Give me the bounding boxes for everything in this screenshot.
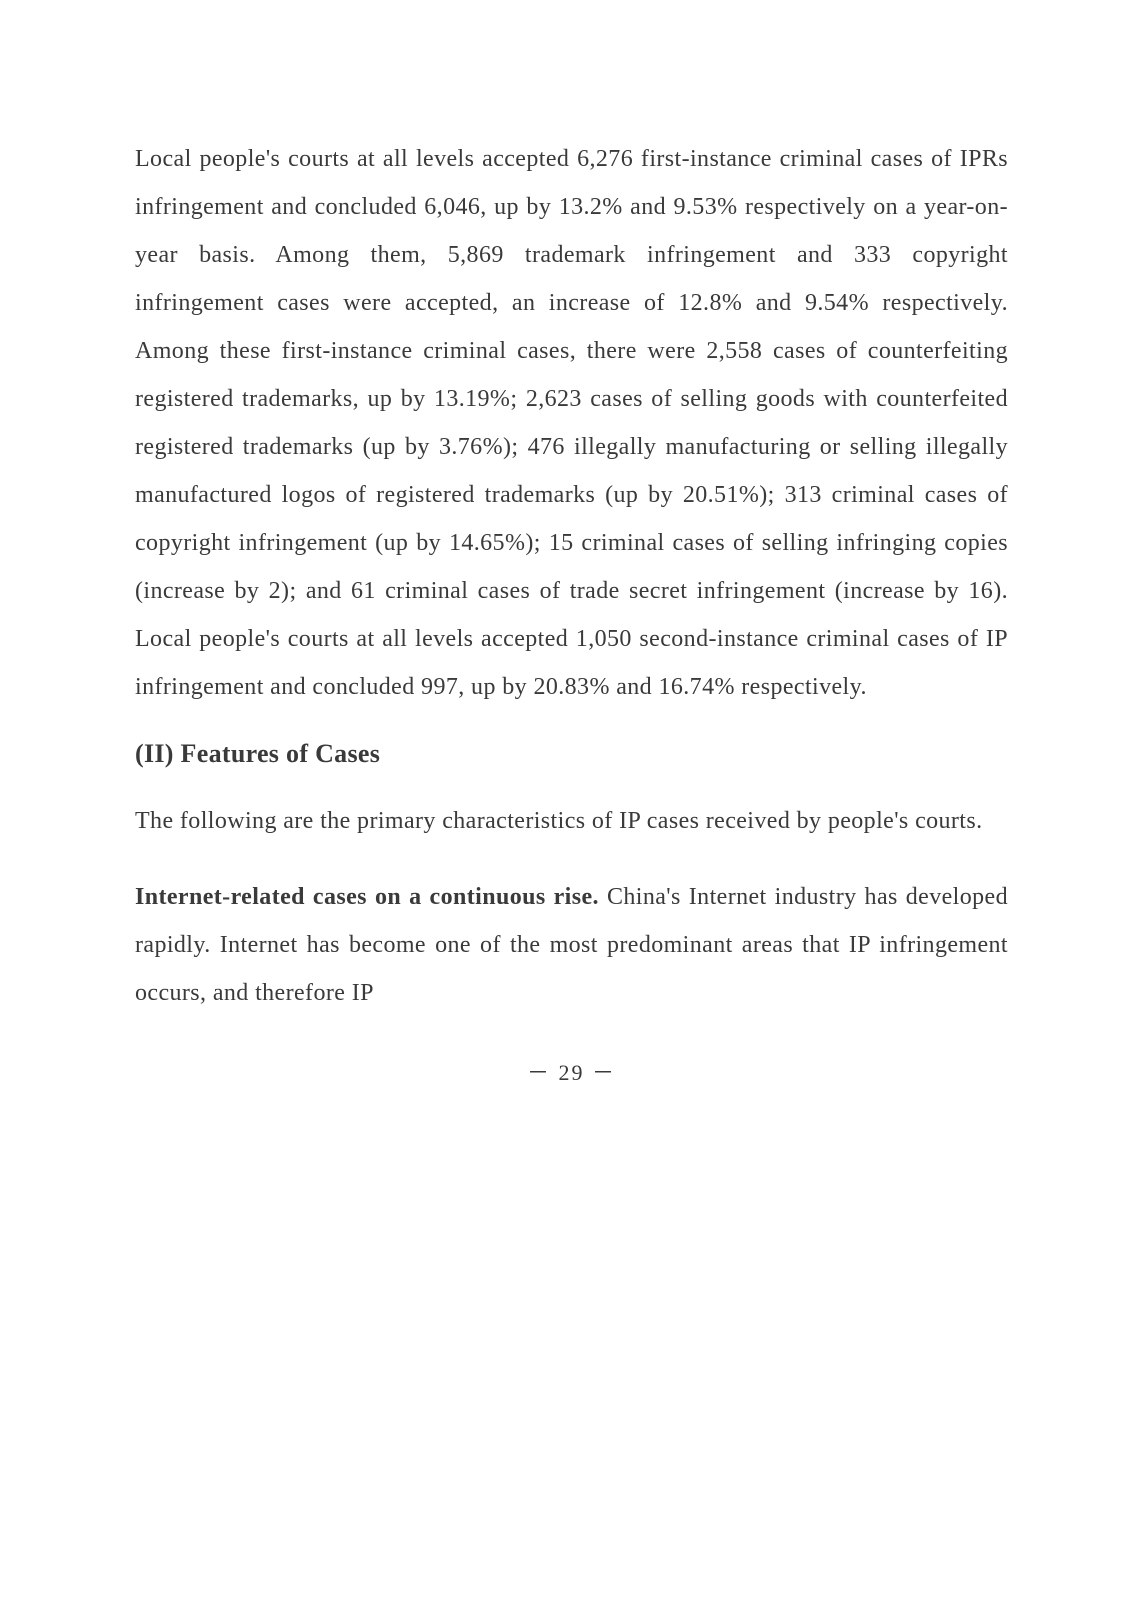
page-number: － 29 － bbox=[135, 1055, 1008, 1087]
document-page: Local people's courts at all levels acce… bbox=[0, 0, 1143, 1147]
paragraph-2: The following are the primary characteri… bbox=[135, 797, 1008, 845]
paragraph-1: Local people's courts at all levels acce… bbox=[135, 135, 1008, 711]
section-heading: (II) Features of Cases bbox=[135, 739, 1008, 769]
paragraph-3: Internet-related cases on a continuous r… bbox=[135, 873, 1008, 1017]
paragraph-3-lead: Internet-related cases on a continuous r… bbox=[135, 884, 599, 910]
